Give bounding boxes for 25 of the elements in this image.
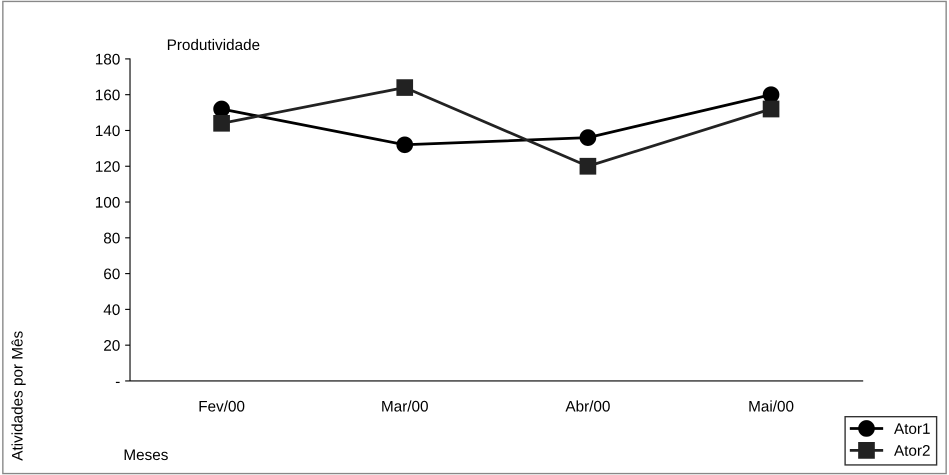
y-tick-label: -: [116, 382, 120, 384]
y-tick-label: 120: [96, 161, 120, 172]
point: [396, 136, 414, 154]
legend-label: Ator1: [894, 423, 930, 434]
y-tick-label: 160: [96, 90, 120, 100]
point: [762, 100, 780, 118]
point: [580, 158, 596, 175]
x-tick-label: Mar/00: [382, 400, 428, 412]
point: [396, 79, 414, 96]
point: [580, 129, 596, 146]
y-tick-label: 140: [96, 125, 120, 136]
y-tick-label: 80: [104, 232, 120, 244]
y-tick-label: 20: [104, 340, 120, 351]
x-tick-label: Abr/00: [565, 400, 610, 412]
y-tick-label: 180: [96, 54, 120, 65]
x-axis-title: Meses: [124, 449, 168, 460]
x-tick-label: Fev/00: [199, 400, 244, 412]
y-tick-label: 40: [104, 304, 120, 316]
y-axis-title: Atividades por Mês: [11, 331, 26, 461]
legend-label: Ator2: [894, 445, 930, 456]
point: [213, 114, 230, 132]
chart-title: Produtividade: [168, 38, 260, 50]
y-tick-label: 60: [104, 268, 120, 280]
y-tick-label: 100: [96, 196, 120, 208]
x-tick-label: Mai/00: [749, 400, 794, 412]
